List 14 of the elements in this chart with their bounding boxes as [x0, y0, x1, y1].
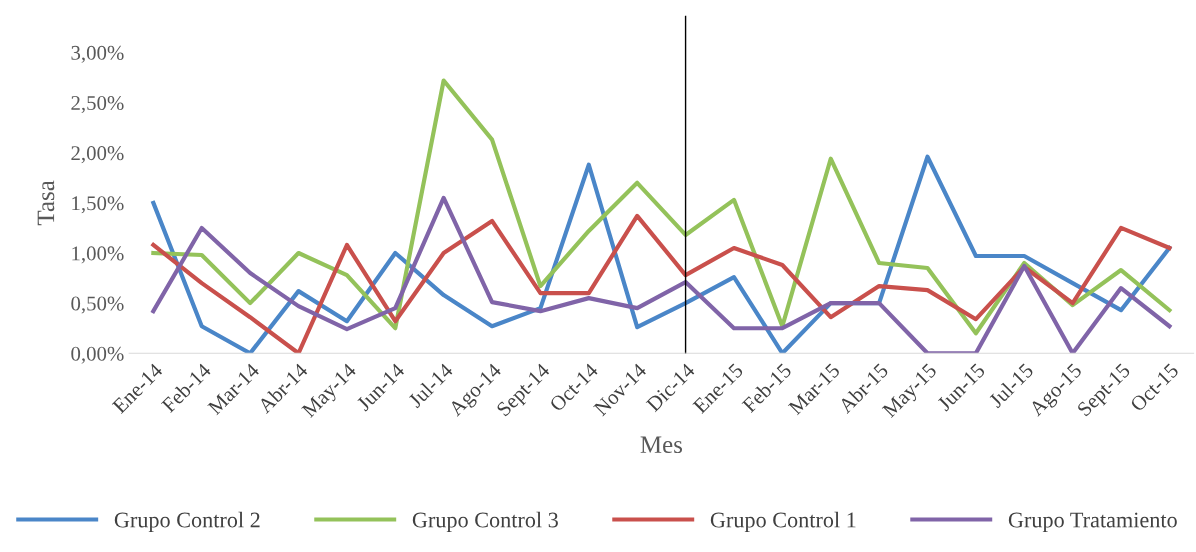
x-axis-title: Mes [640, 436, 683, 454]
y-tick-label: 0,50% [71, 296, 124, 314]
y-axis-title: Tasa [37, 180, 55, 226]
y-tick-label: 2,00% [71, 146, 124, 164]
legend-label: Grupo Control 1 [710, 511, 856, 532]
line-series [151, 78, 1172, 336]
legend-label: Grupo Control 3 [412, 511, 558, 532]
y-tick-label: 1,00% [72, 246, 124, 264]
legend-label: Grupo Tratamiento [1008, 512, 1177, 532]
y-tick-label: 3,00% [71, 45, 124, 63]
legend-label: Grupo Control 2 [114, 511, 260, 532]
y-tick-label: 1,50% [72, 196, 124, 214]
y-tick-label: 0,00% [71, 346, 124, 364]
y-tick-label: 2,50% [71, 95, 124, 114]
